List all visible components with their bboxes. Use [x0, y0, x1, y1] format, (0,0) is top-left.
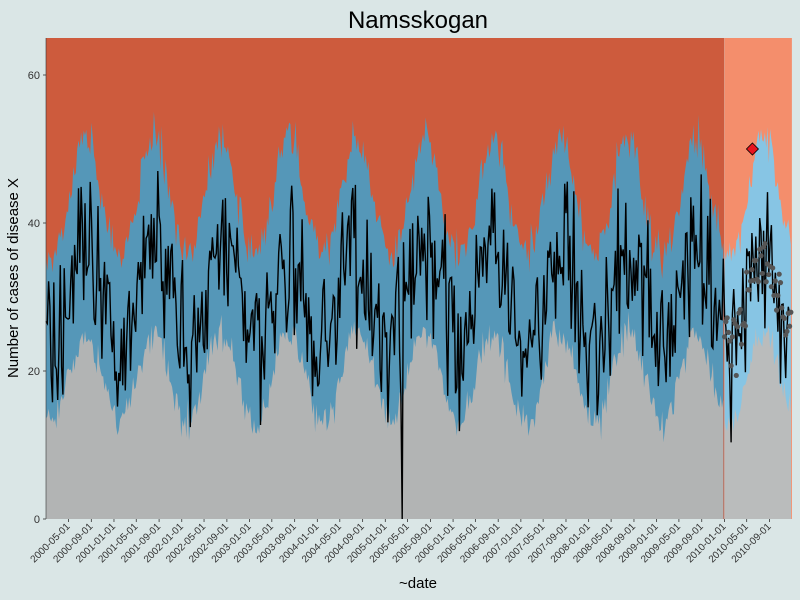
y-tick-label: 20: [28, 366, 40, 378]
forecast-point: [721, 334, 728, 340]
forecast-point: [753, 257, 759, 263]
y-axis: 0 20 40 60: [28, 38, 47, 526]
forecast-point: [744, 269, 750, 275]
observed-line: [45, 170, 792, 520]
y-tick-label: 40: [28, 218, 40, 230]
forecast-point: [746, 287, 752, 293]
forecast-point: [772, 278, 778, 284]
forecast-point: [762, 241, 768, 247]
forecast-point: [734, 324, 741, 330]
forecast-point: [771, 292, 777, 299]
forecast-point: [776, 271, 782, 277]
forecast-point: [788, 309, 794, 315]
forecast-point: [768, 284, 774, 290]
y-tick-label: 0: [34, 514, 40, 526]
forecast-point: [738, 341, 745, 347]
chart-title: Namsskogan: [348, 7, 488, 34]
forecast-point: [781, 315, 787, 321]
y-axis-title: Number of cases of disease X: [5, 178, 22, 378]
forecast-point: [750, 277, 756, 283]
forecast-point: [777, 280, 784, 286]
outbreak-marker: [745, 142, 760, 156]
forecast-point: [725, 329, 732, 335]
forecast-point: [770, 265, 776, 271]
forecast-point: [727, 338, 733, 344]
forecast-point: [775, 292, 781, 299]
low-zone: [46, 311, 724, 519]
forecast-point: [729, 334, 735, 340]
forecast-point: [773, 307, 780, 313]
forecast-point: [759, 270, 765, 277]
forecast-point: [749, 267, 755, 273]
forecast-points: [721, 241, 794, 379]
forecast-point: [779, 305, 785, 311]
forecast-point: [757, 246, 763, 252]
forecast-point: [724, 315, 730, 321]
forecast-point: [763, 279, 769, 285]
x-axis: 2000-05-012000-09-012001-01-012001-05-01…: [29, 519, 774, 565]
forecast-point: [728, 363, 734, 369]
forecast-point: [784, 328, 790, 334]
y-tick-label: 60: [28, 70, 40, 82]
forecast-point: [758, 253, 764, 259]
forecast-low-zone: [724, 325, 791, 519]
forecast-point: [733, 372, 739, 379]
x-axis-title: ~date: [399, 575, 437, 592]
forecast-point: [766, 271, 772, 278]
forecast-point: [755, 279, 761, 285]
plot-area: [45, 38, 794, 520]
forecast-point: [737, 306, 743, 313]
forecast-point: [786, 323, 793, 329]
forecast-point: [742, 323, 748, 329]
